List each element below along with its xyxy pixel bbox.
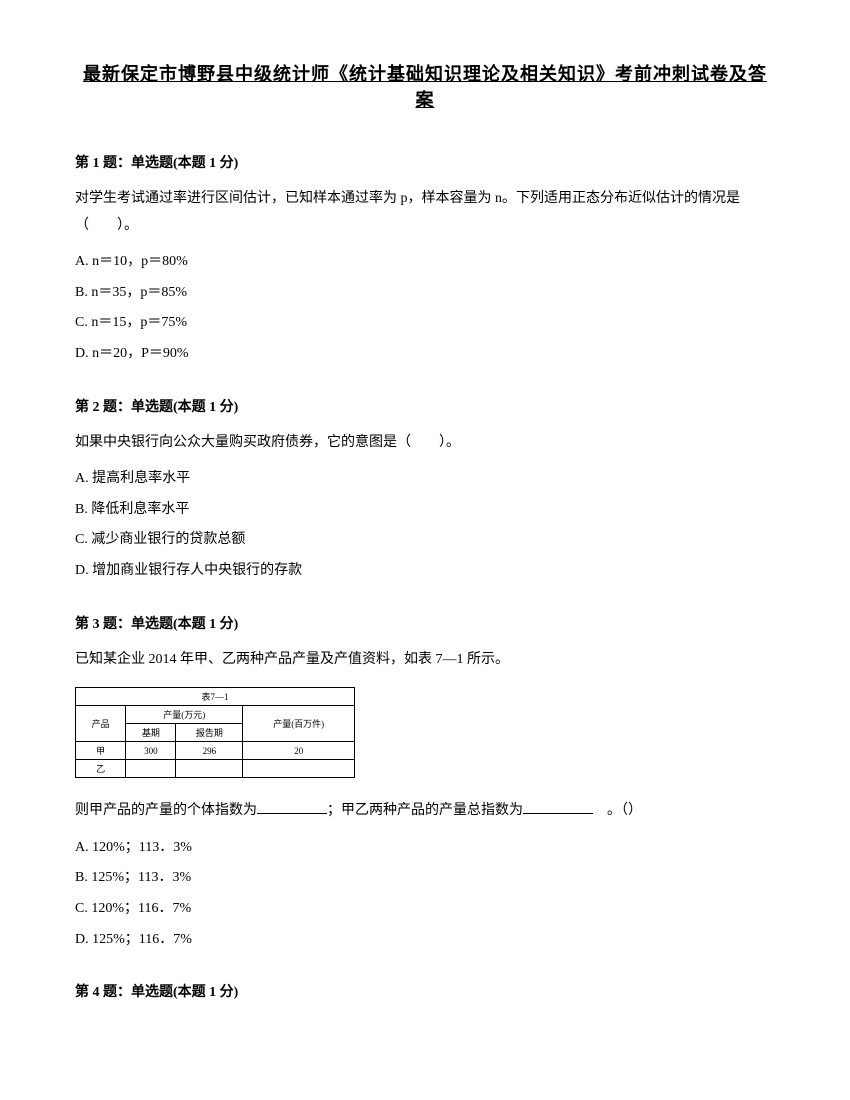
table-title: 表7—1 [76,688,355,706]
q3-text2: 则甲产品的产量的个体指数为 ；甲乙两种产品的产量总指数为 。（） [75,798,775,825]
table-row1-c2: 300 [126,742,176,760]
q4-header: 第 4 题：单选题(本题 1 分) [75,981,775,1001]
q2-header: 第 2 题：单选题(本题 1 分) [75,396,775,416]
table-row1-c4: 20 [243,742,355,760]
q3-option-a: A. 120%；113．3% [75,835,775,862]
q3-text2c: 。（） [593,803,642,818]
table-subheader-report: 报告期 [176,724,243,742]
table-row2-c3 [176,760,243,778]
question-3: 第 3 题：单选题(本题 1 分) 已知某企业 2014 年甲、乙两种产品产量及… [75,613,775,954]
table-row1-c1: 甲 [76,742,126,760]
q1-text: 对学生考试通过率进行区间估计，已知样本通过率为 p，样本容量为 n。下列适用正态… [75,186,775,239]
q1-option-c: C. n＝15，p＝75% [75,310,775,337]
table-row1-c3: 296 [176,742,243,760]
table-header-output: 产量(百万件) [243,706,355,742]
question-4: 第 4 题：单选题(本题 1 分) [75,981,775,1001]
table-row2-c2 [126,760,176,778]
q1-option-a: A. n＝10，p＝80% [75,249,775,276]
table-row2-c1: 乙 [76,760,126,778]
q2-option-a: A. 提高利息率水平 [75,466,775,493]
table-subheader-base: 基期 [126,724,176,742]
blank-2 [523,800,593,814]
q1-option-d: D. n＝20，P＝90% [75,341,775,368]
table-header-product: 产品 [76,706,126,742]
document-title: 最新保定市博野县中级统计师《统计基础知识理论及相关知识》考前冲刺试卷及答案 [75,60,775,112]
q3-table-container: 表7—1 产品 产量(万元) 产量(百万件) 基期 报告期 甲 300 296 … [75,687,775,778]
q3-text2b: ；甲乙两种产品的产量总指数为 [327,803,523,818]
q2-option-d: D. 增加商业银行存人中央银行的存款 [75,558,775,585]
table-header-amount: 产量(万元) [126,706,243,724]
q2-option-b: B. 降低利息率水平 [75,497,775,524]
question-2: 第 2 题：单选题(本题 1 分) 如果中央银行向公众大量购买政府债券，它的意图… [75,396,775,585]
table-row2-c4 [243,760,355,778]
q3-text: 已知某企业 2014 年甲、乙两种产品产量及产值资料，如表 7—1 所示。 [75,647,775,674]
q1-option-b: B. n＝35，p＝85% [75,280,775,307]
q3-option-b: B. 125%；113．3% [75,865,775,892]
q3-header: 第 3 题：单选题(本题 1 分) [75,613,775,633]
blank-1 [257,800,327,814]
q2-option-c: C. 减少商业银行的贷款总额 [75,527,775,554]
question-1: 第 1 题：单选题(本题 1 分) 对学生考试通过率进行区间估计，已知样本通过率… [75,152,775,368]
q3-option-c: C. 120%；116．7% [75,896,775,923]
q3-data-table: 表7—1 产品 产量(万元) 产量(百万件) 基期 报告期 甲 300 296 … [75,687,355,778]
q3-text2a: 则甲产品的产量的个体指数为 [75,803,257,818]
q1-header: 第 1 题：单选题(本题 1 分) [75,152,775,172]
q3-option-d: D. 125%；116．7% [75,927,775,954]
q2-text: 如果中央银行向公众大量购买政府债券，它的意图是（ ）。 [75,430,775,457]
